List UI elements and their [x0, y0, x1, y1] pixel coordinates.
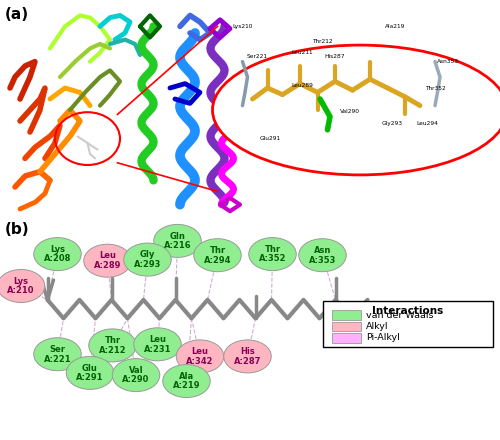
Text: (b): (b) — [5, 222, 29, 237]
Text: Ala
A:219: Ala A:219 — [173, 372, 200, 390]
FancyBboxPatch shape — [332, 334, 361, 342]
Text: Val290: Val290 — [340, 109, 360, 114]
Ellipse shape — [194, 238, 241, 271]
Text: Leu
A:289: Leu A:289 — [94, 251, 121, 270]
Circle shape — [212, 45, 500, 175]
Ellipse shape — [176, 340, 224, 373]
Ellipse shape — [299, 238, 346, 271]
FancyBboxPatch shape — [332, 322, 361, 331]
FancyBboxPatch shape — [322, 301, 492, 347]
Ellipse shape — [154, 224, 201, 257]
Ellipse shape — [34, 338, 81, 370]
Ellipse shape — [112, 359, 160, 392]
Text: His
A:287: His A:287 — [234, 347, 261, 366]
Text: Asn353: Asn353 — [436, 59, 458, 64]
Text: Glu291: Glu291 — [260, 136, 280, 141]
Text: Thr
A:212: Thr A:212 — [98, 336, 126, 355]
Text: Lys
A:210: Lys A:210 — [7, 277, 35, 295]
Text: Asn
A:353: Asn A:353 — [309, 246, 336, 264]
Text: Lys210: Lys210 — [232, 24, 253, 29]
Text: (a): (a) — [5, 7, 29, 22]
Text: Thr
A:294: Thr A:294 — [204, 246, 231, 264]
Text: van der Waals: van der Waals — [366, 311, 434, 319]
Text: Gln
A:216: Gln A:216 — [164, 231, 192, 250]
Text: Leu289: Leu289 — [292, 83, 314, 88]
Ellipse shape — [124, 243, 171, 276]
Text: Alkyl: Alkyl — [366, 322, 388, 331]
Text: Ser221: Ser221 — [247, 54, 268, 59]
Text: Pi-Alkyl: Pi-Alkyl — [366, 334, 400, 342]
Ellipse shape — [134, 328, 181, 361]
Ellipse shape — [224, 340, 271, 373]
Text: Ala219: Ala219 — [385, 24, 405, 29]
Ellipse shape — [163, 364, 210, 398]
Text: Leu294: Leu294 — [416, 121, 438, 126]
Text: Leu
A:231: Leu A:231 — [144, 335, 171, 354]
Text: Interactions: Interactions — [372, 306, 443, 316]
Text: His287: His287 — [325, 54, 345, 59]
Text: Ser
A:221: Ser A:221 — [44, 345, 72, 363]
Text: Thr212: Thr212 — [312, 39, 333, 44]
Text: Leu211: Leu211 — [292, 50, 314, 55]
Ellipse shape — [34, 238, 81, 271]
FancyBboxPatch shape — [332, 311, 361, 319]
Text: Lys
A:208: Lys A:208 — [44, 245, 71, 264]
Ellipse shape — [0, 269, 45, 303]
Text: Thr352: Thr352 — [424, 85, 446, 91]
Text: Val
A:290: Val A:290 — [122, 366, 150, 385]
Ellipse shape — [249, 238, 296, 271]
Text: Thr
A:352: Thr A:352 — [259, 245, 286, 264]
Text: Glu
A:291: Glu A:291 — [76, 363, 104, 382]
Ellipse shape — [84, 244, 131, 277]
Ellipse shape — [66, 356, 114, 389]
Ellipse shape — [89, 329, 136, 362]
Text: Gly293: Gly293 — [382, 121, 403, 126]
Text: Gly
A:293: Gly A:293 — [134, 250, 161, 269]
Text: Leu
A:342: Leu A:342 — [186, 347, 214, 366]
